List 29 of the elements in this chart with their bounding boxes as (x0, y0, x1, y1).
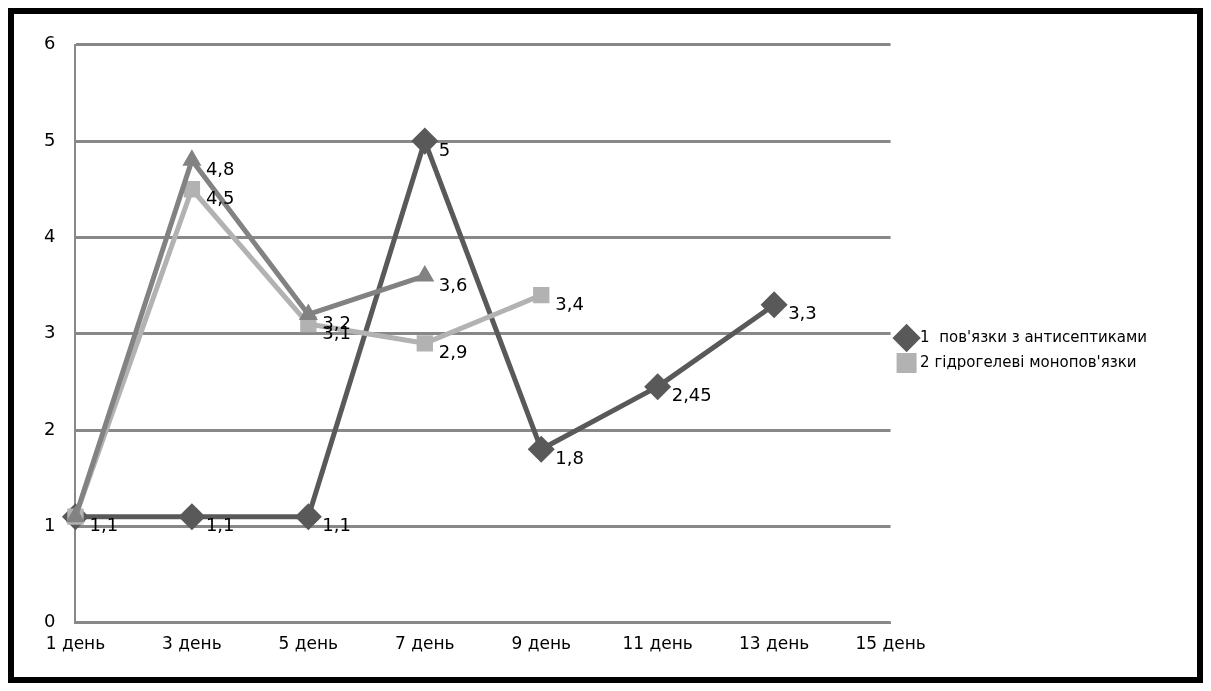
x-tick-label: 9 день (511, 633, 572, 654)
data-label: 2,45 (671, 384, 712, 406)
y-tick-label: 1 (44, 513, 56, 535)
data-label: 2,9 (438, 341, 468, 362)
legend-label: 2 гідрогелеві монопов'язки (920, 352, 1137, 371)
data-label: 4,8 (205, 158, 235, 180)
data-label: 3,6 (438, 273, 468, 295)
x-tick-label: 1 день (45, 633, 106, 654)
data-label: 3,4 (555, 292, 584, 314)
data-label: 1,1 (89, 514, 119, 536)
x-tick-label: 5 день (278, 633, 339, 654)
x-tick-label: 3 день (162, 633, 222, 654)
data-label: 5 (438, 138, 451, 160)
y-tick-label: 2 (44, 417, 56, 439)
x-tick-label: 15 день (855, 633, 926, 654)
y-tick-label: 5 (44, 128, 56, 150)
y-tick-label: 6 (44, 32, 56, 54)
data-label: 1,8 (555, 446, 584, 468)
data-label: 1,1 (205, 514, 235, 536)
y-tick-label: 4 (44, 225, 56, 247)
y-tick-label: 3 (44, 321, 56, 343)
data-label: 1,1 (322, 514, 351, 536)
x-tick-label: 13 день (738, 633, 810, 654)
x-tick-label: 7 день (395, 633, 455, 654)
data-label: 4,5 (205, 186, 235, 208)
legend-label: 1 пов'язки з антисептиками (920, 327, 1147, 346)
data-label: 3,3 (788, 302, 817, 324)
y-tick-label: 0 (44, 610, 56, 632)
x-tick-label: 11 день (622, 633, 693, 654)
